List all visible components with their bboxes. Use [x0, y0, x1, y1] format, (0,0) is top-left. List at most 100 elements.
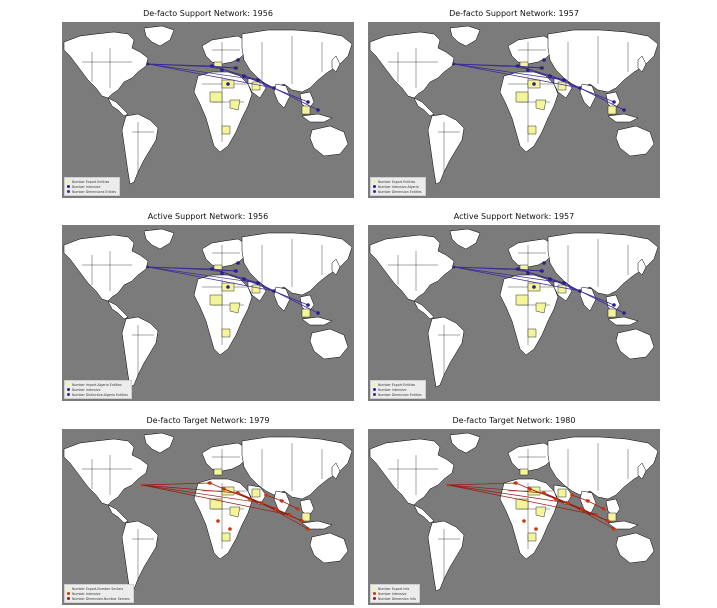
- legend-entry: Number Dimensions Enities: [67, 189, 116, 194]
- legend-label: Number Export-Number Sectors: [72, 586, 124, 591]
- landmass-indonesia: [607, 113, 639, 123]
- network-edge: [587, 500, 605, 510]
- highlighted-country: [535, 99, 547, 111]
- network-node: [288, 513, 292, 517]
- legend-marker: [373, 383, 376, 386]
- highlighted-country: [527, 532, 537, 542]
- network-edge: [147, 63, 275, 89]
- network-node: [220, 271, 224, 275]
- landmass-asia: [241, 29, 353, 93]
- landmass-africa: [499, 274, 559, 356]
- legend-entry: Number Intensive: [67, 387, 128, 392]
- legend-entry: Number Export Entities: [373, 179, 422, 184]
- landmass-india: [579, 490, 597, 516]
- landmass-south-america: [121, 316, 159, 388]
- legend-label: Number Dimensions Enities: [72, 189, 117, 194]
- legend-label: Number Dimension Info: [378, 596, 416, 601]
- legend-entry: Number Export Entities: [373, 382, 422, 387]
- network-node: [554, 497, 558, 501]
- network-edge: [211, 65, 237, 70]
- network-node: [264, 493, 268, 497]
- highlighted-country: [209, 498, 223, 510]
- network-edge: [447, 484, 569, 505]
- map-panel-active-support-1956: Active Support Network: 1956 Number Impo…: [62, 212, 354, 402]
- network-node: [236, 58, 240, 62]
- network-node: [280, 499, 284, 503]
- network-edge: [517, 65, 565, 81]
- network-node: [226, 82, 230, 86]
- landmass-central-america: [413, 300, 435, 320]
- landmass-se-asia: [299, 498, 315, 518]
- legend-marker: [373, 393, 376, 396]
- map-legend: Number Export-Number Sectors Number Inten…: [64, 584, 134, 603]
- landmass-greenland: [449, 432, 481, 454]
- legend-marker: [67, 180, 70, 183]
- network-node: [522, 519, 526, 523]
- legend-marker: [67, 190, 70, 193]
- legend-label: Number Dimension Entities: [378, 189, 422, 194]
- legend-marker: [373, 185, 376, 188]
- highlighted-country: [607, 308, 617, 318]
- legend-entry: Number Intensive: [373, 387, 422, 392]
- panel-title: De-facto Support Network: 1957: [449, 9, 579, 18]
- network-node: [534, 527, 538, 531]
- network-edge: [265, 494, 283, 502]
- highlighted-country: [535, 302, 547, 314]
- landmass-north-america: [63, 234, 149, 302]
- network-edge: [453, 63, 543, 70]
- map-panel-defacto-support-1957: De-facto Support Network: 1957 Number Ex…: [368, 9, 660, 199]
- legend-marker: [67, 587, 70, 590]
- world-map: Number Export Entities Number Intensive Nu…: [368, 225, 660, 401]
- network-edge: [515, 482, 531, 490]
- network-node: [242, 74, 246, 78]
- landmass-asia: [547, 436, 659, 500]
- legend-marker: [67, 597, 70, 600]
- world-map: Number Export Entities Number Intensive-A…: [368, 22, 660, 198]
- network-edge: [141, 484, 239, 495]
- network-node: [274, 507, 278, 511]
- highlighted-country: [527, 328, 537, 338]
- network-edge: [141, 484, 263, 505]
- network-edge: [517, 65, 543, 70]
- network-node: [542, 261, 546, 265]
- landmass-greenland: [143, 25, 175, 47]
- network-edge: [141, 484, 291, 516]
- landmass-se-asia: [605, 498, 621, 518]
- legend-entry: Number Intensive: [67, 591, 130, 596]
- network-hub-node: [452, 265, 456, 269]
- landmass-japan: [331, 55, 341, 73]
- map-svg: [63, 432, 353, 592]
- map-legend: Number Export Entities Number Intensive Nu…: [64, 177, 121, 196]
- highlighted-country: [221, 125, 231, 135]
- landmass-south-america: [427, 520, 465, 592]
- network-node: [580, 507, 584, 511]
- network-node: [242, 277, 246, 281]
- landmass-asia: [241, 436, 353, 500]
- network-node: [528, 487, 532, 491]
- network-edge: [447, 484, 597, 516]
- landmass-central-america: [107, 504, 129, 524]
- network-hub-node: [146, 265, 150, 269]
- network-node: [540, 66, 544, 70]
- network-edge: [147, 266, 259, 285]
- network-node: [532, 82, 536, 86]
- network-node: [208, 481, 212, 485]
- network-edge: [257, 79, 319, 111]
- network-edge: [147, 63, 259, 82]
- network-edge: [453, 266, 581, 292]
- network-node: [578, 86, 582, 90]
- landmass-central-america: [107, 97, 129, 117]
- highlighted-country: [209, 294, 223, 306]
- network-node: [612, 303, 616, 307]
- legend-entry: Number Dimension Info: [373, 596, 416, 601]
- highlighted-country: [301, 308, 311, 318]
- highlighted-country: [229, 302, 241, 314]
- network-node: [300, 519, 304, 523]
- landmass-australia: [309, 125, 349, 157]
- legend-entry: Number Import-Algeria Entities: [67, 382, 128, 387]
- highlighted-country: [515, 294, 529, 306]
- highlighted-country: [251, 488, 261, 498]
- panel-title: Active Support Network: 1957: [453, 212, 575, 221]
- network-node: [210, 64, 214, 68]
- network-node: [570, 493, 574, 497]
